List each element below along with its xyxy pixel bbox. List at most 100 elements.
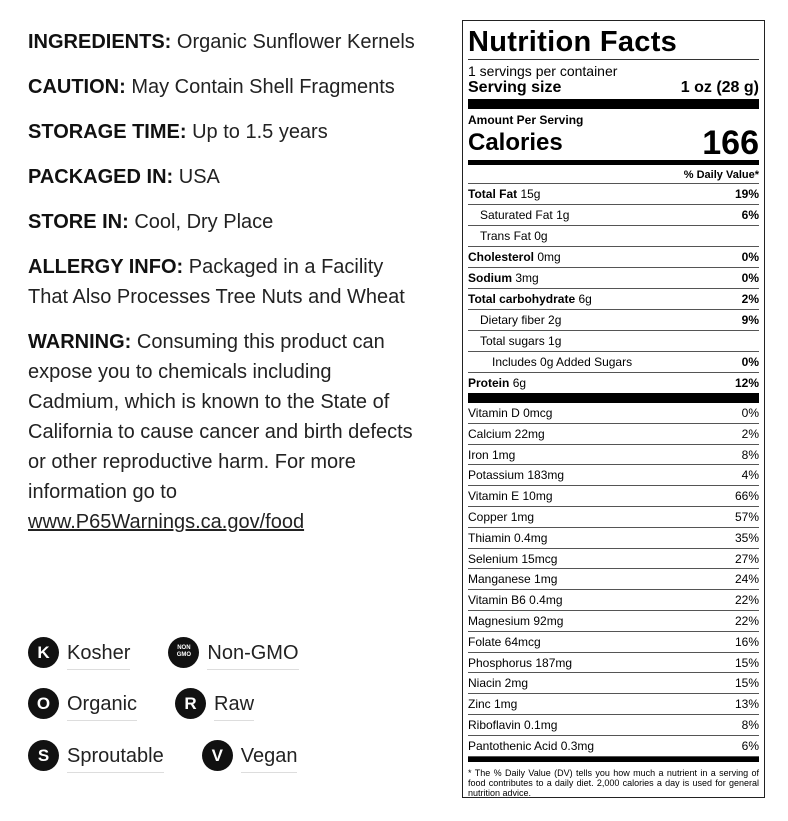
badge-icon: K [28,636,59,668]
nutrient-name: Sodium [468,271,512,285]
micronutrient-dv: 13% [734,697,759,712]
rule [468,59,759,60]
badge-label: Raw [214,692,255,721]
info-label: CAUTION: [28,76,126,98]
badge-label: Vegan [240,744,298,773]
amount-per-serving: Amount Per Serving [468,113,584,127]
nutrient-name-cell: Total sugars 1g [468,331,561,351]
info-link[interactable]: www.P65Warnings.ca.gov/food [28,511,305,533]
micronutrients: Vitamin D 0mcg 0% Calcium 22mg 2% Iron 1mg 8%… [468,403,759,757]
micronutrient-name: Magnesium 92mg [468,613,564,628]
micronutrient-name: Manganese 1mg [468,572,558,587]
micronutrient-row: Vitamin E 10mg 66% [468,486,759,507]
micronutrient-name: Calcium 22mg [468,426,545,441]
micronutrient-row: Copper 1mg 57% [468,507,759,528]
micronutrient-dv: 35% [734,530,759,545]
medium-rule [468,160,759,165]
nutrient-name: Protein [468,376,510,390]
badge-icon-text: O [36,694,51,713]
info-text: USA [178,166,220,188]
nutrient-row: Trans Fat 0g [468,226,759,247]
nutrition-title: Nutrition Facts [468,26,678,58]
badge: O Organic [28,686,138,721]
nutrient-name: Total sugars [480,334,545,348]
nutrient-dv: 0% [741,250,759,264]
nutrient-amount: 2g [548,313,562,327]
calories-value: 166 [702,124,759,162]
micronutrient-dv: 8% [741,717,759,732]
info-text: May Contain Shell Fragments [131,76,395,98]
micronutrient-row: Potassium 183mg 4% [468,465,759,487]
badges: K Kosher NON GMO Non-GMO O Organic R Raw S Sprouta… [28,636,337,791]
badge-icon: R [175,688,207,719]
servings: 1 servings per container [468,63,618,79]
micronutrient-row: Calcium 22mg 2% [468,424,759,445]
micronutrient-dv: 22% [734,593,759,608]
info-label: PACKAGED IN: [28,166,174,188]
badge-icon-text: S [37,745,50,765]
micronutrient-name: Thiamin 0.4mg [468,530,548,545]
micronutrient-name: Copper 1mg [468,509,535,524]
nutrients: Total Fat 15g 19% Saturated Fat 1g 6% Trans … [468,184,759,393]
nutrient-amount: 6g [512,376,527,390]
micronutrient-name: Pantothenic Acid 0.3mg [468,738,595,753]
footnote: * The % Daily Value (DV) tells you how m… [468,767,759,798]
micronutrient-name: Vitamin B6 0.4mg [468,593,563,608]
micronutrient-name: Vitamin D 0mcg [468,406,553,420]
micronutrient-dv: 16% [734,634,759,649]
nutrient-amount: 0mg [537,250,561,264]
micronutrient-row: Zinc 1mg 13% [468,694,759,715]
badge-row: K Kosher NON GMO Non-GMO [28,636,337,670]
badge: S Sproutable [28,738,164,773]
micronutrient-dv: 66% [734,489,759,504]
badge-icon-text: V [211,745,223,765]
medium-rule [468,756,759,762]
micronutrient-row: Niacin 2mg 15% [468,673,759,695]
micronutrient-dv: 57% [734,509,759,524]
nutrient-row: Total sugars 1g [468,331,759,352]
nutrition-facts: Nutrition Facts 1 servings per container… [462,20,765,798]
nutrient-name: Cholesterol [468,250,535,264]
nutrient-name: Includes 0g Added Sugars [492,355,633,369]
badge: R Raw [175,686,255,721]
nutrient-name-cell: Total carbohydrate 6g [468,289,592,309]
micronutrient-dv: 24% [734,572,759,587]
info-block: WARNING: Consuming this product can expo… [28,327,428,537]
badge-icon: V [201,739,233,771]
badge-row: S Sproutable V Vegan [28,738,337,773]
info-text: Consuming this product can expose you to… [28,331,413,503]
nutrient-row: Includes 0g Added Sugars 0% [468,352,759,373]
thick-rule [468,393,759,403]
badge-icon-text: GMO [176,652,192,658]
nutrient-row: Total carbohydrate 6g 2% [468,289,759,310]
micronutrient-dv: 0% [741,406,759,420]
info-label: ALLERGY INFO: [28,256,184,278]
micronutrient-row: Thiamin 0.4mg 35% [468,528,759,549]
badge-label: Non-GMO [207,641,299,670]
nutrient-name-cell: Saturated Fat 1g [468,205,569,225]
micronutrient-row: Selenium 15mcg 27% [468,549,759,570]
nutrient-dv: 9% [741,313,759,327]
calories: Calories 166 [468,124,759,162]
nutrient-name-cell: Trans Fat 0g [468,226,548,246]
badge-icon-text: K [37,642,50,662]
serving-size: Serving size 1 oz (28 g) [468,79,759,97]
nutrient-name: Dietary fiber [480,313,545,327]
info-block: INGREDIENTS: Organic Sunflower Kernels [28,27,428,57]
nutrient-row: Protein 6g 12% [468,373,759,393]
calories-label: Calories [468,129,563,156]
nutrient-name: Trans Fat [480,229,531,243]
nutrient-amount: 6g [578,292,592,306]
info-block: STORE IN: Cool, Dry Place [28,207,428,237]
nutrient-dv: 6% [741,208,759,222]
nutrient-name-cell: Sodium 3mg [468,268,539,288]
nutrient-amount: 1g [556,208,570,222]
micronutrient-row: Pantothenic Acid 0.3mg 6% [468,736,759,757]
product-info: INGREDIENTS: Organic Sunflower Kernels CA… [28,27,428,552]
nutrient-name: Total Fat [468,187,518,201]
nutrient-amount: 3mg [515,271,539,285]
micronutrient-dv: 2% [741,426,759,441]
info-text: Packaged in a Facility That Also Process… [28,256,405,308]
micronutrient-dv: 15% [734,676,759,691]
info-label: STORAGE TIME: [28,121,187,143]
